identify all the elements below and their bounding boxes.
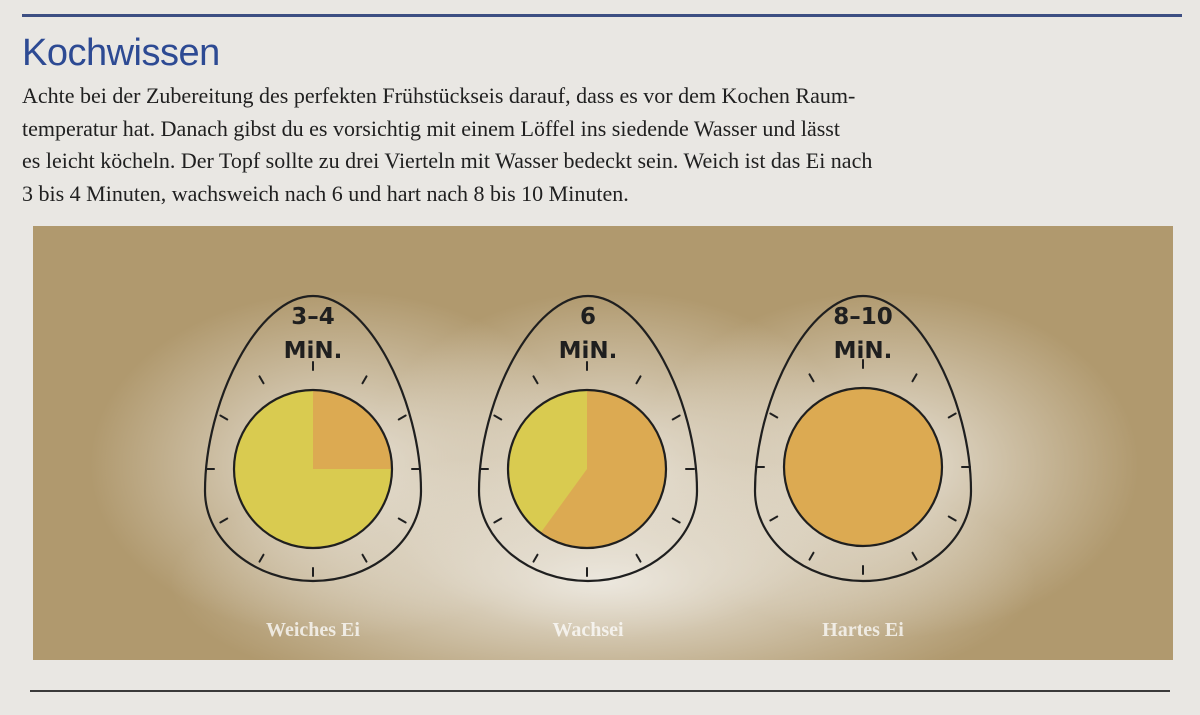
article-title: Kochwissen [22, 32, 220, 74]
timer-tick [947, 515, 957, 522]
paragraph-line: es leicht köcheln. Der Topf sollte zu dr… [22, 148, 873, 173]
timer-tick [635, 553, 642, 563]
timer-tick [947, 412, 957, 419]
timer-tick [361, 375, 368, 385]
timer-ticks [479, 361, 695, 577]
egg-illustration: 3–4 MiN. Weiches Ei 6 MiN. Wachsei 8–10 … [33, 226, 1173, 660]
timer-tick [219, 517, 229, 524]
timer-tick [493, 414, 503, 421]
timer-tick [258, 375, 265, 385]
timer-tick [493, 517, 503, 524]
egg-label: Hartes Ei [822, 619, 904, 641]
yolk [782, 386, 944, 548]
timer-tick [532, 375, 539, 385]
yolk-soft-part [784, 388, 942, 546]
timer-tick [911, 551, 918, 561]
boil-time: 8–10 [833, 304, 893, 330]
timer-tick [769, 412, 779, 419]
article-paragraph: Achte bei der Zubereitung des perfekten … [22, 80, 1182, 210]
paragraph-line: temperatur hat. Danach gibst du es vorsi… [22, 115, 840, 141]
timer-tick [671, 517, 681, 524]
time-unit: MiN. [834, 338, 893, 364]
timer-ticks [205, 361, 421, 577]
yolk-hard-part [313, 390, 392, 469]
top-rule [22, 14, 1182, 17]
timer-tick [671, 414, 681, 421]
boil-time: 3–4 [291, 304, 335, 330]
egg-outline [477, 294, 699, 583]
timer-tick [808, 373, 815, 383]
timer-tick [397, 414, 407, 421]
yolk [232, 388, 394, 550]
time-unit: MiN. [559, 338, 618, 364]
yolk-hard-part [540, 390, 667, 548]
yolk [506, 388, 668, 550]
paragraph-line: 3 bis 4 Minuten, wachsweich nach 6 und h… [22, 180, 629, 206]
timer-tick [635, 375, 642, 385]
timer-tick [911, 373, 918, 383]
time-unit: MiN. [284, 338, 343, 364]
timer-tick [808, 551, 815, 561]
egg-soft: 3–4 MiN. Weiches Ei [203, 294, 423, 641]
egg-label: Wachsei [552, 619, 624, 641]
egg-medium: 6 MiN. Wachsei [477, 294, 699, 641]
boil-time: 6 [580, 304, 596, 330]
egg-label: Weiches Ei [266, 619, 360, 641]
egg-outline [753, 294, 973, 583]
timer-tick [258, 553, 265, 563]
timer-tick [219, 414, 229, 421]
timer-ticks [755, 359, 971, 575]
paragraph-line: Achte bei der Zubereitung des perfekten … [22, 83, 856, 108]
egg-hard: 8–10 MiN. Hartes Ei [753, 294, 973, 641]
timer-tick [532, 553, 539, 563]
timer-tick [361, 553, 368, 563]
egg-outline [203, 294, 423, 583]
timer-tick [769, 515, 779, 522]
bottom-rule [30, 690, 1170, 692]
timer-tick [397, 517, 407, 524]
